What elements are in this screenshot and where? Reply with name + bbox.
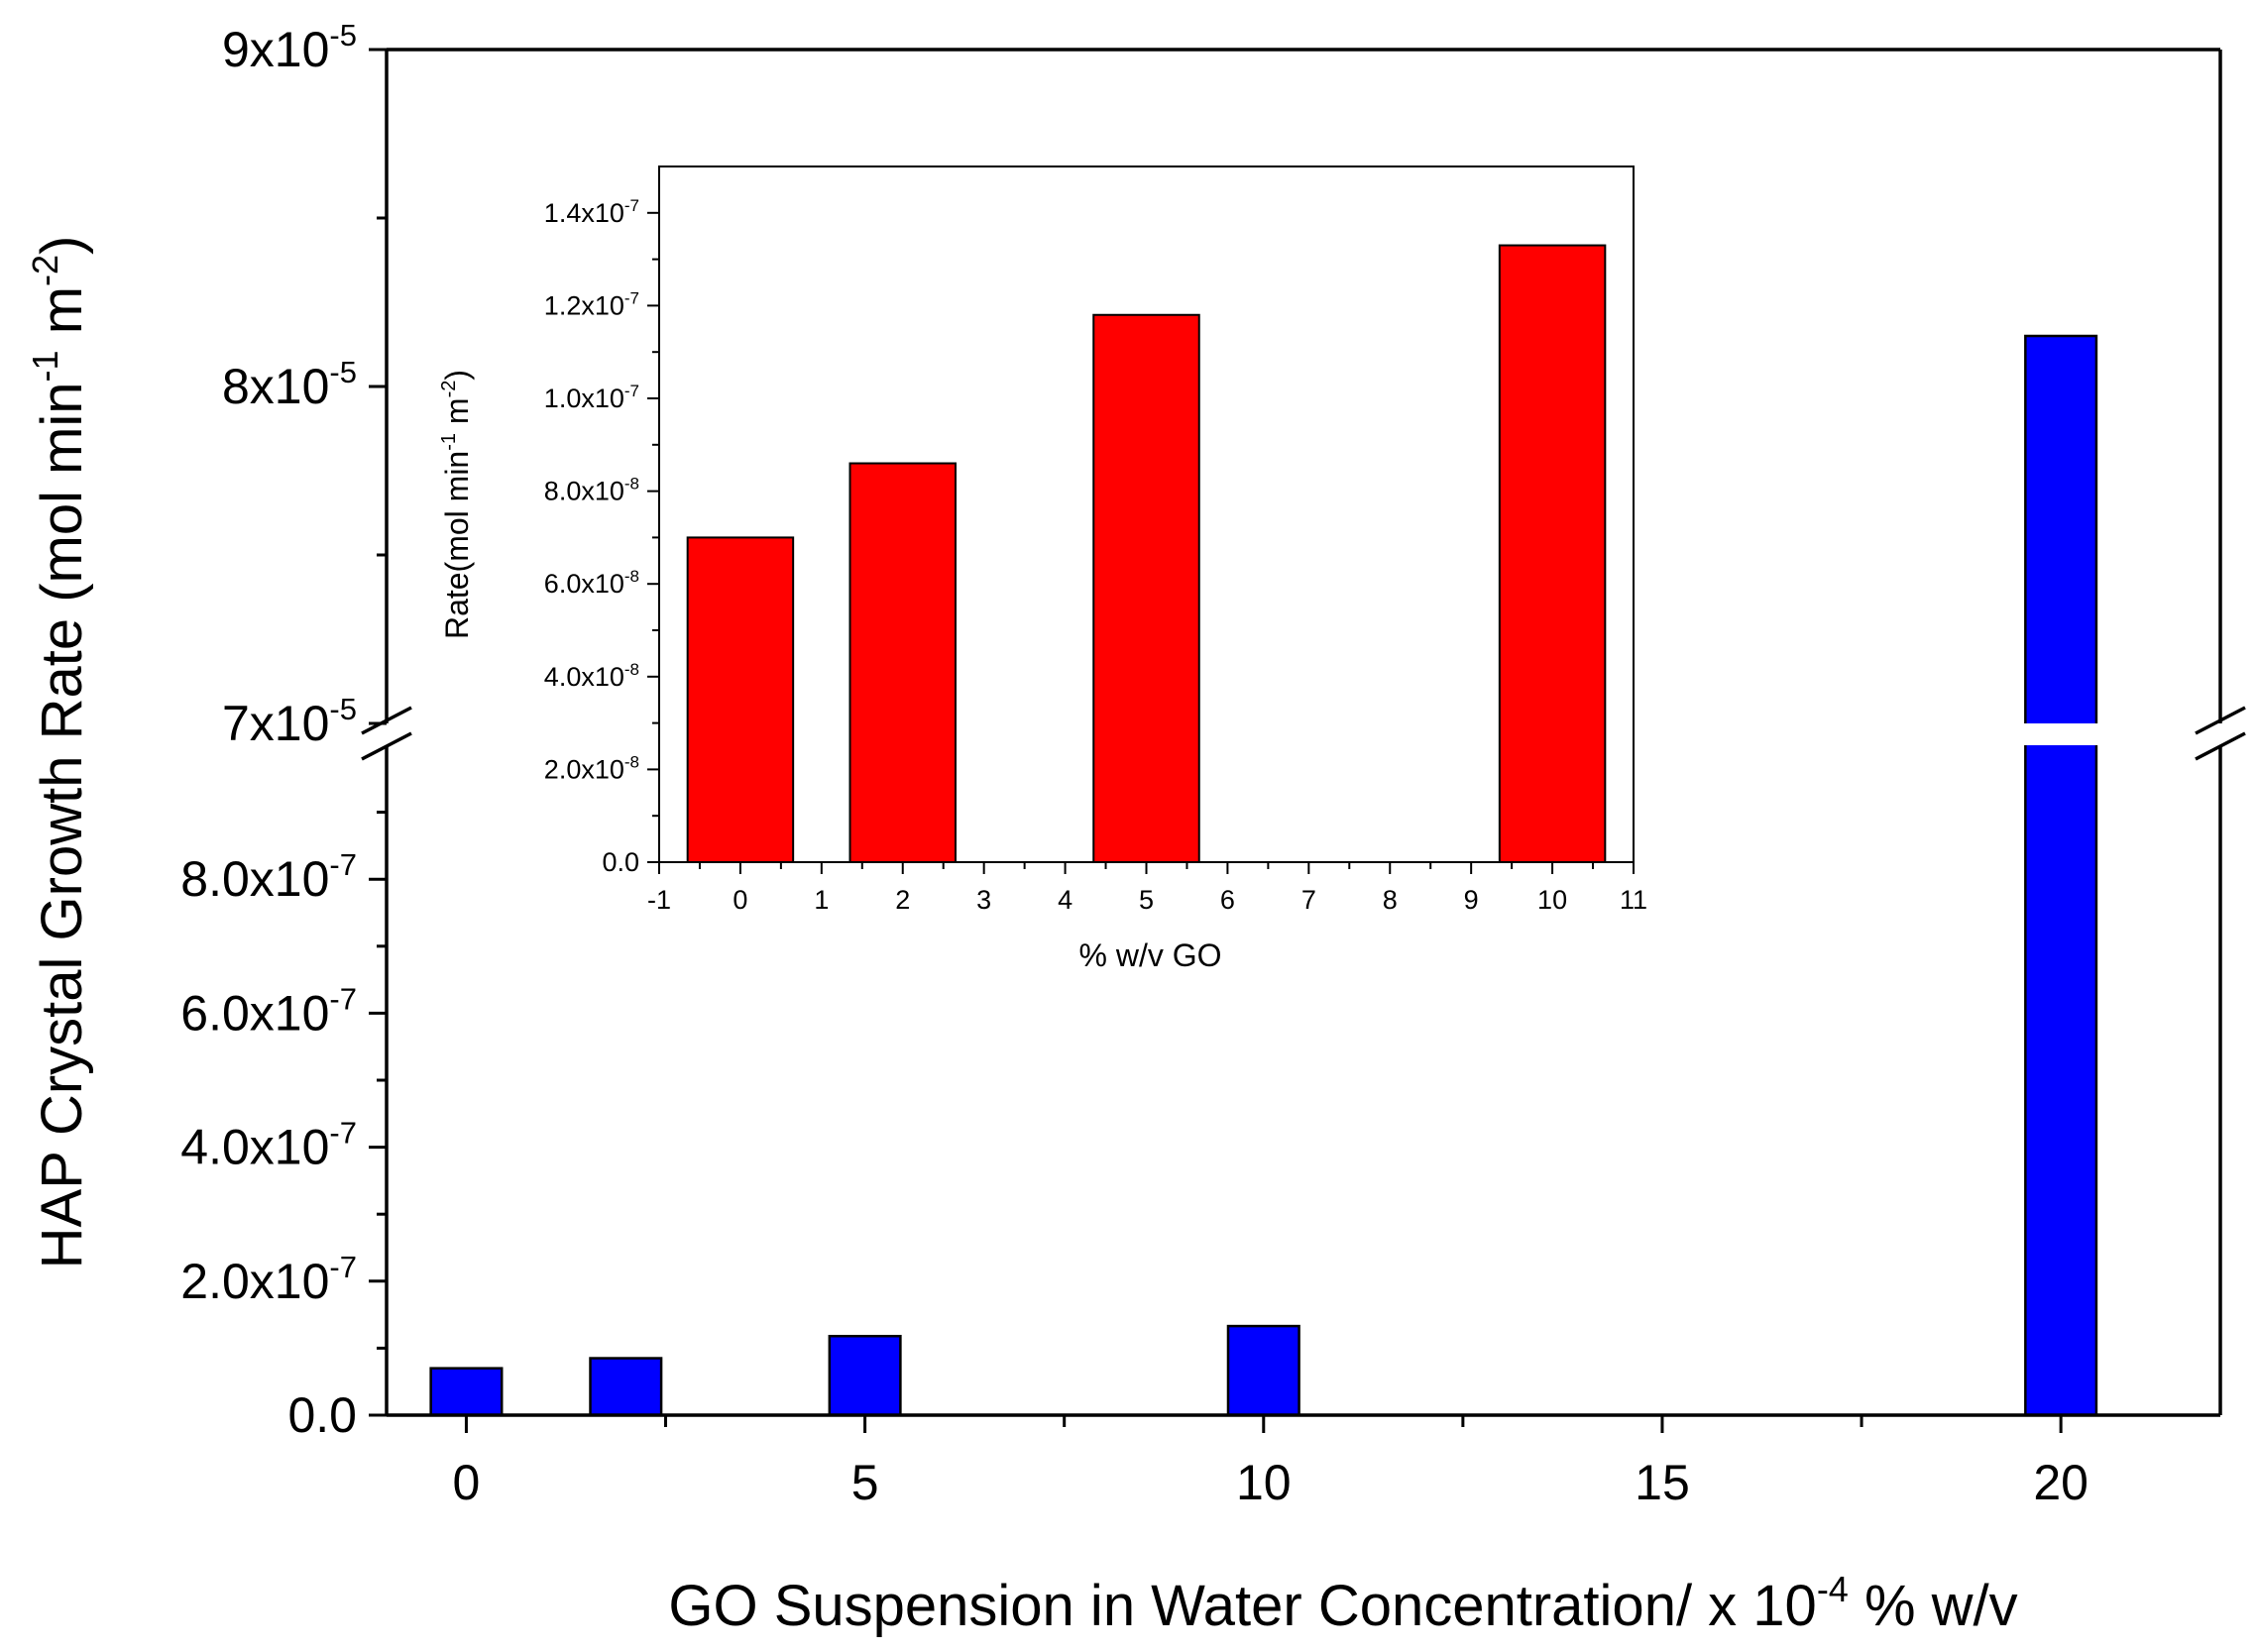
inset-x-tick-label: -1 xyxy=(647,885,671,915)
inset-plot: -1 0 1 2 3 4 5 6 7 8 9 10 110.02.0x10-84.0x10-86.0x1… xyxy=(438,165,1647,973)
inset-x-tick-label: 6 xyxy=(1220,885,1235,915)
inset-y-tick-label: 1.0x10-7 xyxy=(544,382,639,413)
inset-x-tick-label: 7 xyxy=(1301,885,1316,915)
inset-y-axis-title-exp: -2 xyxy=(438,381,460,398)
main-bar xyxy=(589,1357,663,1417)
inset-y-tick-label-part: 6.0x10 xyxy=(544,569,624,599)
main-bar xyxy=(2024,334,2098,1417)
main-y-axis-title-part: m xyxy=(30,286,94,350)
main-y-tick-label-part: 0.0 xyxy=(287,1387,357,1443)
main-y-tick-label-exp: -7 xyxy=(329,847,357,882)
main-bar xyxy=(828,1334,902,1417)
main-y-tick-label-part: 6.0x10 xyxy=(180,985,329,1041)
inset-y-tick-label: 6.0x10-8 xyxy=(544,567,639,599)
main-y-tick-label-exp: -5 xyxy=(329,18,357,53)
inset-bar xyxy=(686,536,795,864)
inset-bar xyxy=(1498,244,1607,863)
main-y-axis-title-exp: -2 xyxy=(25,255,65,286)
main-y-tick-label: 9x10-5 xyxy=(222,18,357,77)
inset-y-axis-title-part: ) xyxy=(439,370,475,381)
main-y-tick-label-part: 9x10 xyxy=(222,22,329,77)
inset-y-tick-label: 8.0x10-8 xyxy=(544,475,639,506)
inset-bar xyxy=(1092,313,1200,863)
inset-y-axis-title-exp: -1 xyxy=(438,433,460,451)
inset-y-tick-label: 2.0x10-8 xyxy=(544,752,639,784)
inset-x-tick-label: 3 xyxy=(976,885,991,915)
main-x-axis-title-exp: -4 xyxy=(1817,1569,1849,1609)
inset-x-tick-label: 1 xyxy=(814,885,829,915)
axis-break-mark-right xyxy=(2195,706,2246,735)
main-y-tick-label-part: 8x10 xyxy=(222,359,329,414)
main-y-tick-label-part: 7x10 xyxy=(222,696,329,751)
main-y-tick-label-exp: -7 xyxy=(329,1250,357,1284)
inset-y-tick-label-part: 0.0 xyxy=(602,847,639,877)
inset-y-tick-label: 4.0x10-8 xyxy=(544,660,639,692)
main-y-tick-label: 0.0 xyxy=(287,1387,357,1443)
axis-break-mark-left xyxy=(361,731,412,761)
inset-x-tick-label: 9 xyxy=(1464,885,1479,915)
axis-break-mark-right xyxy=(2195,731,2246,761)
inset-x-axis-title: % w/v GO xyxy=(1078,937,1221,973)
main-x-tick-label: 15 xyxy=(1635,1455,1690,1510)
inset-y-tick-label-exp: -8 xyxy=(624,752,639,771)
inset-y-tick-label-exp: -7 xyxy=(624,288,639,307)
inset-y-tick-label-part: 1.0x10 xyxy=(544,384,624,413)
inset-y-tick-label-exp: -8 xyxy=(624,475,639,494)
main-x-tick-label: 5 xyxy=(851,1455,879,1510)
main-y-axis-title-exp: -1 xyxy=(25,350,65,382)
inset-x-tick-label: 11 xyxy=(1620,885,1647,915)
main-y-tick-label: 7x10-5 xyxy=(222,692,357,751)
inset-y-tick-label-exp: -8 xyxy=(624,660,639,679)
main-y-tick-label-part: 8.0x10 xyxy=(180,851,329,907)
main-y-tick-label: 4.0x10-7 xyxy=(180,1116,357,1175)
inset-y-tick-label-part: 4.0x10 xyxy=(544,662,624,692)
inset-y-tick-label-part: 1.4x10 xyxy=(544,198,624,228)
main-y-tick-label-exp: -5 xyxy=(329,692,357,726)
main-y-tick-label: 8x10-5 xyxy=(222,355,357,414)
inset-y-tick-label: 1.2x10-7 xyxy=(544,288,639,320)
inset-y-tick-label: 0.0 xyxy=(602,847,639,877)
inset-y-tick-label-part: 2.0x10 xyxy=(544,754,624,784)
inset-y-tick-label: 1.4x10-7 xyxy=(544,196,639,228)
main-x-tick-label: 10 xyxy=(1236,1455,1292,1510)
inset-x-tick-label: 4 xyxy=(1058,885,1073,915)
inset-y-axis-title-part: Rate(mol min xyxy=(439,451,475,639)
inset-y-tick-label-exp: -8 xyxy=(624,567,639,586)
main-y-axis-title: HAP Crystal Growth Rate (mol min-1 m-2) xyxy=(25,236,94,1269)
main-y-tick-label-part: 4.0x10 xyxy=(180,1120,329,1175)
inset-bar xyxy=(848,462,957,863)
inset-x-tick-label: 5 xyxy=(1139,885,1154,915)
main-y-tick-label: 6.0x10-7 xyxy=(180,981,357,1041)
inset-x-tick-label: 8 xyxy=(1383,885,1398,915)
inset-y-axis-title: Rate(mol min-1 m-2) xyxy=(438,370,475,639)
main-bar xyxy=(1226,1324,1300,1417)
inset-x-tick-label: 0 xyxy=(733,885,747,915)
inset-y-tick-label-exp: -7 xyxy=(624,382,639,400)
inset-y-tick-label-part: 8.0x10 xyxy=(544,477,624,506)
main-y-tick-label-exp: -7 xyxy=(329,1116,357,1151)
main-y-tick-label-part: 2.0x10 xyxy=(180,1254,329,1309)
main-y-axis-title-part: HAP Crystal Growth Rate (mol min xyxy=(30,382,94,1268)
inset-y-axis-title-part: m xyxy=(439,397,475,433)
main-y-tick-label: 2.0x10-7 xyxy=(180,1250,357,1309)
main-x-axis-title-part: % w/v xyxy=(1849,1574,2018,1638)
main-x-tick-label: 0 xyxy=(453,1455,481,1510)
main-x-axis-title-part: GO Suspension in Water Concentration/ x … xyxy=(668,1574,1816,1638)
main-y-tick-label: 8.0x10-7 xyxy=(180,847,357,907)
main-y-tick-label-exp: -5 xyxy=(329,355,357,389)
main-y-axis-title-part: ) xyxy=(30,236,94,255)
axis-break-mark-left xyxy=(361,706,412,735)
inset-x-tick-label: 2 xyxy=(895,885,910,915)
inset-x-tick-label: 10 xyxy=(1537,885,1567,915)
inset-y-tick-label-exp: -7 xyxy=(624,196,639,215)
main-x-tick-label: 20 xyxy=(2033,1455,2089,1510)
main-bar xyxy=(429,1367,504,1417)
main-y-tick-label-exp: -7 xyxy=(329,981,357,1016)
main-plot: 0 5 10 15 200.02.0x10-74.0x10-76.0x10-78.0x1… xyxy=(25,18,2250,1638)
inset-y-tick-label-part: 1.2x10 xyxy=(544,290,624,320)
main-x-axis-title: GO Suspension in Water Concentration/ x … xyxy=(668,1569,2017,1638)
